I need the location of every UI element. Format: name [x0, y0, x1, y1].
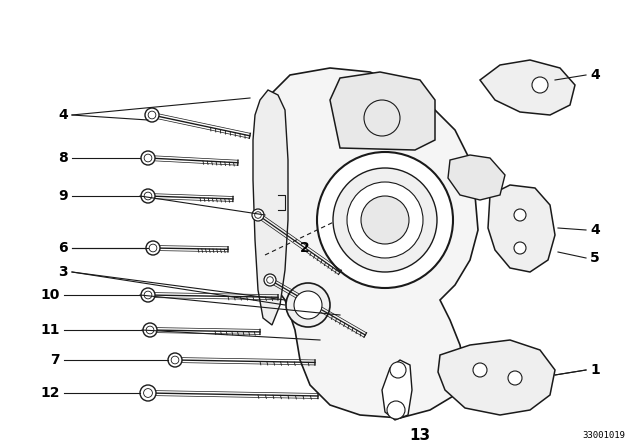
Circle shape [347, 182, 423, 258]
Circle shape [294, 291, 322, 319]
Circle shape [141, 151, 155, 165]
Polygon shape [488, 185, 555, 272]
Text: 11: 11 [40, 323, 60, 337]
Circle shape [514, 242, 526, 254]
Circle shape [333, 168, 437, 272]
Circle shape [168, 353, 182, 367]
Circle shape [390, 362, 406, 378]
Circle shape [387, 401, 405, 419]
Polygon shape [255, 68, 478, 418]
Text: 5: 5 [590, 251, 600, 265]
Text: 2: 2 [300, 241, 310, 255]
Text: 1: 1 [590, 363, 600, 377]
Text: 9: 9 [58, 189, 68, 203]
Circle shape [317, 152, 453, 288]
Text: 7: 7 [51, 353, 60, 367]
Text: 4: 4 [58, 108, 68, 122]
Text: 10: 10 [40, 288, 60, 302]
Circle shape [473, 363, 487, 377]
Polygon shape [438, 340, 555, 415]
Circle shape [361, 196, 409, 244]
Circle shape [286, 283, 330, 327]
Circle shape [143, 323, 157, 337]
Polygon shape [448, 155, 505, 200]
Polygon shape [253, 90, 288, 325]
Text: 33001019: 33001019 [582, 431, 625, 440]
Circle shape [145, 108, 159, 122]
Text: 4: 4 [590, 68, 600, 82]
Polygon shape [382, 360, 412, 420]
Circle shape [146, 241, 160, 255]
Text: 3: 3 [58, 265, 68, 279]
Circle shape [140, 385, 156, 401]
Circle shape [141, 288, 155, 302]
Text: 12: 12 [40, 386, 60, 400]
Text: 8: 8 [58, 151, 68, 165]
Text: 13: 13 [410, 427, 431, 443]
Circle shape [514, 209, 526, 221]
Circle shape [141, 189, 155, 203]
Circle shape [264, 274, 276, 286]
Circle shape [508, 371, 522, 385]
Polygon shape [480, 60, 575, 115]
Circle shape [252, 209, 264, 221]
Text: 4: 4 [590, 223, 600, 237]
Text: 6: 6 [58, 241, 68, 255]
Circle shape [532, 77, 548, 93]
Polygon shape [330, 72, 435, 150]
